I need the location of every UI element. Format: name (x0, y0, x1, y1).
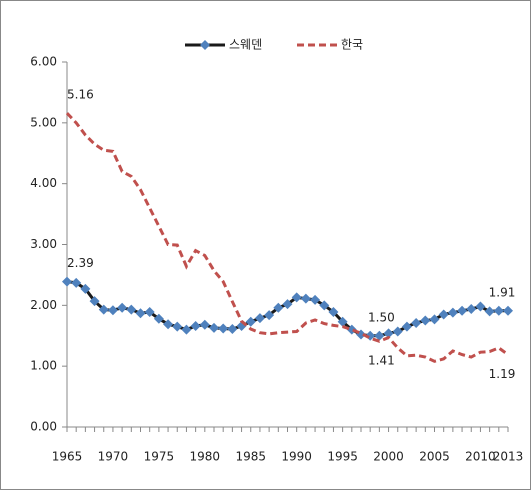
data-point (503, 305, 513, 316)
data-point (245, 316, 256, 327)
data-point (411, 317, 422, 328)
data-point (264, 310, 275, 321)
data-point (163, 319, 174, 330)
y-tick-label: 3.00 (30, 237, 57, 251)
data-point (144, 307, 155, 318)
data-point (199, 319, 210, 330)
data-label: 2.39 (67, 256, 94, 270)
data-label: 1.41 (368, 354, 395, 368)
x-tick-label: 2013 (493, 450, 524, 464)
series-line (65, 112, 509, 363)
data-point (254, 313, 265, 324)
data-point (89, 296, 100, 307)
data-point (71, 277, 82, 288)
y-tick-label: 4.00 (30, 176, 57, 190)
data-point (383, 328, 394, 339)
data-point (291, 292, 302, 303)
data-point (484, 306, 495, 317)
data-point (107, 305, 118, 316)
data-point (117, 302, 128, 313)
legend-marker (200, 40, 210, 50)
data-label: 1.91 (489, 285, 516, 299)
data-point (153, 313, 164, 324)
data-point (181, 324, 192, 335)
x-tick-label: 2000 (373, 450, 404, 464)
y-tick-label: 1.00 (30, 359, 57, 373)
data-point (392, 326, 403, 337)
legend-label: 스웨덴 (229, 38, 262, 52)
data-point (209, 322, 219, 333)
x-tick-label: 1970 (98, 450, 129, 464)
y-tick-label: 5.00 (30, 115, 57, 129)
data-point (475, 301, 486, 312)
data-point (429, 314, 440, 325)
data-point (172, 321, 183, 332)
data-point (273, 302, 284, 313)
x-tick-label: 2010 (465, 450, 496, 464)
data-label: 1.50 (368, 310, 395, 324)
data-label: 5.16 (67, 88, 94, 102)
data-point (135, 308, 146, 319)
data-point (493, 305, 504, 316)
data-point (126, 304, 137, 315)
x-tick-label: 1990 (281, 450, 312, 464)
data-point (310, 294, 321, 305)
data-point (374, 330, 385, 341)
data-label: 1.19 (489, 367, 516, 381)
data-point (190, 321, 201, 332)
x-tick-label: 1965 (52, 450, 83, 464)
x-tick-label: 1995 (327, 450, 358, 464)
legend-label: 한국 (341, 38, 363, 52)
x-tick-label: 1985 (235, 450, 266, 464)
data-point (420, 315, 431, 326)
data-point (300, 293, 311, 304)
data-point (466, 303, 477, 314)
data-point (401, 321, 412, 332)
data-point (98, 304, 109, 315)
x-tick-label: 1975 (144, 450, 175, 464)
data-point (282, 299, 293, 310)
data-point (319, 300, 330, 311)
data-point (328, 307, 339, 318)
data-point (62, 276, 72, 287)
data-point (457, 305, 468, 316)
y-tick-label: 2.00 (30, 298, 57, 312)
data-point (337, 316, 348, 327)
data-point (227, 324, 238, 335)
x-tick-label: 1980 (190, 450, 221, 464)
x-tick-label: 2005 (419, 450, 450, 464)
y-tick-label: 0.00 (30, 420, 57, 434)
data-point (80, 283, 91, 294)
data-point (218, 323, 229, 334)
data-point (447, 307, 458, 318)
y-tick-label: 6.00 (30, 55, 57, 69)
data-point (438, 309, 449, 320)
